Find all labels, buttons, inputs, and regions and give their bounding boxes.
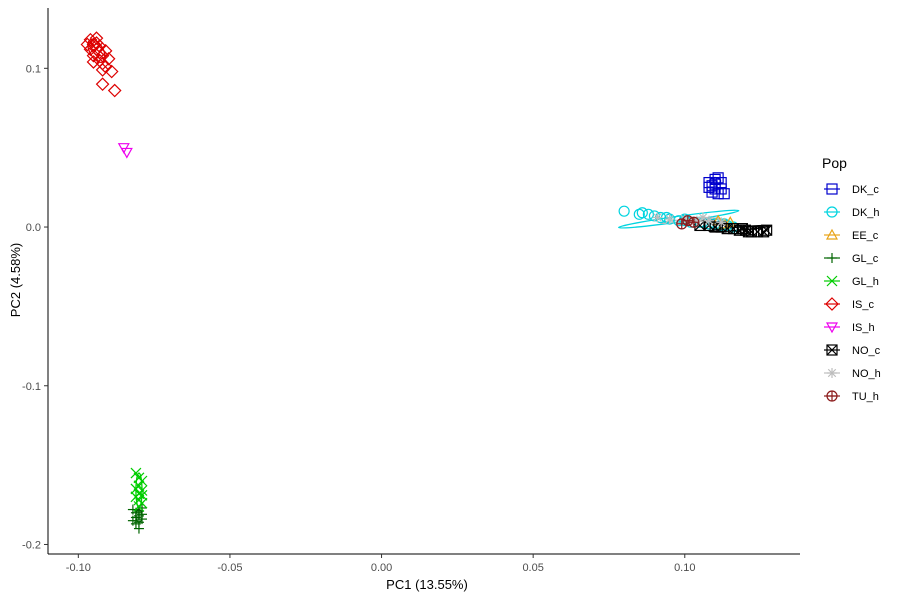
x-axis-title: PC1 (13.55%) — [386, 577, 468, 592]
legend-key-ee-c — [825, 228, 839, 240]
legend-title: Pop — [822, 155, 847, 171]
point-is-c — [107, 83, 122, 98]
point-is-c — [92, 39, 107, 53]
legend-item-gl-c: GL_c — [824, 253, 879, 265]
point-no-c — [761, 224, 773, 236]
point-no-c — [742, 226, 755, 238]
point-no-h — [652, 212, 663, 223]
y-tick-label: 0.1 — [26, 63, 41, 75]
point-is-c — [95, 63, 110, 77]
point-dk-h — [636, 207, 648, 219]
legend-label: GL_h — [852, 276, 879, 288]
x-tick-label: -0.05 — [217, 562, 242, 574]
point-is-c — [86, 55, 101, 69]
point-dk-c — [703, 176, 715, 189]
point-is-c — [89, 31, 104, 46]
legend-item-ee-c: EE_c — [824, 228, 879, 242]
legend-key-gl-h — [826, 275, 838, 287]
legend-key-no-h — [827, 368, 837, 378]
legend-key-tu-h — [826, 390, 838, 402]
x-tick-label: 0.05 — [522, 562, 543, 574]
point-is-c — [80, 37, 95, 52]
point-is-c — [98, 44, 113, 58]
legend-key-no-c — [826, 344, 838, 356]
point-dk-c — [706, 180, 718, 192]
point-is-h — [120, 147, 133, 159]
legend-item-no-c: NO_c — [824, 344, 881, 357]
axes — [47, 8, 800, 555]
point-dk-c — [715, 176, 727, 189]
legend-key-dk-h — [826, 206, 838, 218]
legend-item-tu-h: TU_h — [824, 390, 879, 403]
x-tick-label: -0.10 — [66, 562, 91, 574]
legend-label: IS_c — [852, 299, 875, 311]
point-no-h — [697, 212, 708, 223]
point-gl-h — [130, 467, 142, 479]
point-gl-h — [136, 475, 148, 487]
legend-label: DK_h — [852, 207, 880, 219]
legend-key-is-h — [825, 322, 839, 334]
legend-label: IS_h — [852, 322, 875, 334]
point-no-c — [736, 223, 748, 235]
point-is-c — [83, 32, 98, 47]
legend-item-gl-h: GL_h — [824, 275, 879, 288]
y-tick-label: -0.2 — [22, 539, 41, 551]
y-ticks: -0.2 -0.1 0.0 0.1 — [22, 63, 48, 551]
x-tick-label: 0.10 — [674, 562, 695, 574]
point-no-h — [716, 217, 727, 228]
legend-key-is-c — [825, 297, 839, 311]
points-layer — [80, 31, 773, 534]
legend-item-no-h: NO_h — [824, 368, 881, 380]
legend-label: NO_h — [852, 368, 881, 380]
point-tu-h — [676, 218, 688, 230]
point-is-c — [95, 77, 110, 92]
legend: Pop DK_c DK_h EE_c GL_c GL_h IS_c IS_h NO_c NO_h… — [822, 155, 881, 403]
legend-item-dk-h: DK_h — [824, 206, 880, 219]
point-no-h — [664, 214, 675, 225]
point-gl-h — [136, 489, 148, 501]
ellipse-layer — [87, 38, 771, 523]
point-tu-h — [688, 216, 700, 228]
point-dk-c — [709, 183, 721, 195]
point-gl-h — [133, 500, 145, 512]
legend-item-is-c: IS_c — [824, 297, 875, 311]
point-gl-c — [137, 502, 147, 513]
legend-label: DK_c — [852, 184, 879, 196]
point-dk-c — [715, 183, 727, 195]
x-tick-label: 0.00 — [371, 562, 392, 574]
legend-label: GL_c — [852, 253, 879, 265]
legend-label: TU_h — [852, 391, 879, 403]
point-gl-c — [130, 518, 141, 529]
point-tu-h — [682, 215, 694, 227]
point-dk-h — [618, 205, 630, 217]
y-tick-label: -0.1 — [22, 381, 41, 393]
x-ticks: -0.10 -0.05 0.00 0.05 0.10 — [66, 554, 695, 574]
point-is-c — [86, 48, 101, 63]
legend-item-dk-c: DK_c — [824, 183, 879, 196]
point-is-c — [101, 51, 116, 66]
legend-key-gl-c — [827, 253, 837, 263]
legend-label: EE_c — [852, 230, 879, 242]
y-tick-label: 0.0 — [26, 222, 41, 234]
y-axis-title: PC2 (4.58%) — [8, 243, 23, 317]
point-dk-h — [642, 208, 654, 220]
legend-key-dk-c — [826, 183, 838, 195]
legend-item-is-h: IS_h — [824, 322, 875, 334]
legend-label: NO_c — [852, 345, 881, 357]
point-is-c — [95, 48, 110, 63]
